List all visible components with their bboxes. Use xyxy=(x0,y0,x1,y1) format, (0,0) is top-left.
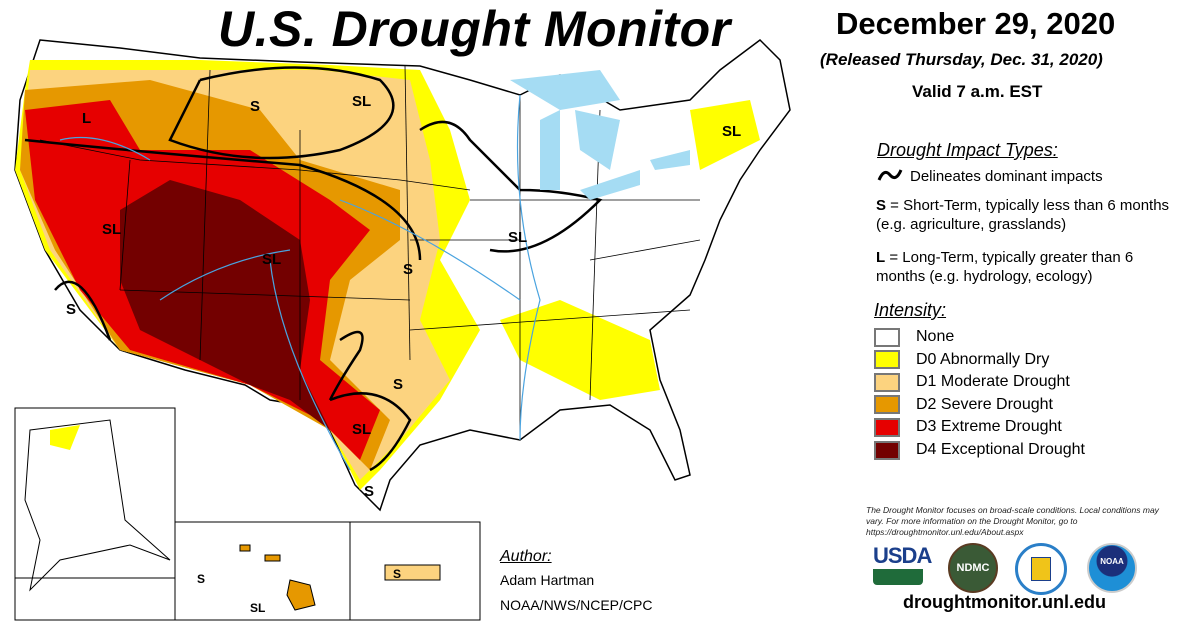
noaa-logo: NOAA xyxy=(1087,543,1137,593)
legend-label: D4 Exceptional Drought xyxy=(916,441,1085,458)
d4-area xyxy=(120,180,330,430)
legend-label: None xyxy=(916,328,955,345)
intensity-heading: Intensity: xyxy=(874,300,947,320)
legend-label: D1 Moderate Drought xyxy=(916,373,1070,391)
alaska-d0 xyxy=(50,425,80,450)
long-term-key: L xyxy=(876,249,886,266)
impact-label: S xyxy=(393,376,403,393)
legend-label: D0 Abnormally Dry xyxy=(916,350,1050,368)
valid-time: Valid 7 a.m. EST xyxy=(912,82,1043,101)
author-name: Adam Hartman xyxy=(500,572,595,588)
author-organization: NOAA/NWS/NCEP/CPC xyxy=(500,597,653,613)
alaska-inset xyxy=(14,407,176,621)
long-term-description: L = Long-Term, typically greater than 6 … xyxy=(876,248,1186,286)
impact-types-heading: Drought Impact Types: xyxy=(877,140,1058,160)
legend-label: D3 Extreme Drought xyxy=(916,418,1062,436)
map-title: U.S. Drought Monitor xyxy=(218,1,731,57)
great-lakes xyxy=(510,70,690,200)
state-borders xyxy=(39,65,701,440)
impact-labels: L S SL SL SL SL S SL S S SL S S SL S xyxy=(66,93,741,615)
usda-logo: USDA xyxy=(873,543,932,585)
delineation-line-icon xyxy=(877,169,903,181)
impact-label: SL xyxy=(102,221,121,238)
legend-item: D1 Moderate Drought xyxy=(874,371,1070,393)
short-term-text: = Short-Term, typically less than 6 mont… xyxy=(876,197,1170,233)
legend-item: D0 Abnormally Dry xyxy=(874,349,1049,371)
impact-label: S xyxy=(403,261,413,278)
usda-logo-text: USDA xyxy=(873,543,932,568)
disclaimer-note: The Drought Monitor focuses on broad-sca… xyxy=(866,505,1159,537)
ndmc-logo: NDMC xyxy=(948,543,998,593)
impact-label: SL xyxy=(508,229,527,246)
impact-label: L xyxy=(82,110,91,127)
impact-label: SL xyxy=(250,601,265,615)
legend-swatch xyxy=(874,350,900,370)
short-term-description: S = Short-Term, typically less than 6 mo… xyxy=(876,196,1186,234)
d0-east xyxy=(690,100,760,170)
legend-item: D2 Severe Drought xyxy=(874,394,1053,416)
short-term-key: S xyxy=(876,197,887,214)
legend-swatch xyxy=(874,440,900,460)
noaa-logo-text: NOAA xyxy=(1100,557,1124,566)
impact-label: S xyxy=(66,301,76,318)
legend-swatch xyxy=(874,417,900,437)
website-link[interactable]: droughtmonitor.unl.edu xyxy=(903,592,1106,612)
legend-swatch xyxy=(874,327,900,347)
map-date: December 29, 2020 xyxy=(836,6,1116,41)
hawaii-inset xyxy=(174,521,351,621)
conus-map xyxy=(14,39,791,512)
impact-label: SL xyxy=(352,421,371,438)
legend-item: D3 Extreme Drought xyxy=(874,416,1062,438)
legend-swatch xyxy=(874,372,900,392)
delineates-text: Delineates dominant impacts xyxy=(910,168,1103,185)
impact-label: SL xyxy=(352,93,371,110)
legend-swatch xyxy=(874,395,900,415)
impact-label: SL xyxy=(722,123,741,140)
d0-south xyxy=(500,300,660,400)
puerto-rico-inset xyxy=(349,521,481,621)
rivers xyxy=(59,94,541,471)
legend-label: D2 Severe Drought xyxy=(916,395,1053,413)
alaska-outline xyxy=(24,419,171,592)
impact-label: S xyxy=(197,572,205,586)
author-heading: Author: xyxy=(500,548,552,565)
legend-item: D4 Exceptional Drought xyxy=(874,439,1085,461)
long-term-text: = Long-Term, typically greater than 6 mo… xyxy=(876,249,1134,285)
impact-label: SL xyxy=(262,251,281,268)
ndmc-logo-text: NDMC xyxy=(956,562,990,574)
hawaii-islands xyxy=(239,544,316,611)
puerto-rico xyxy=(384,564,441,581)
impact-label: S xyxy=(250,98,260,115)
impact-label: S xyxy=(364,483,374,500)
impact-label: S xyxy=(393,567,401,581)
commerce-seal xyxy=(1015,543,1067,595)
release-date: (Released Thursday, Dec. 31, 2020) xyxy=(820,50,1103,69)
drought-map: L S SL SL SL SL S SL S S SL S S SL S xyxy=(14,39,791,621)
impact-boundaries xyxy=(24,66,603,472)
legend-item: None xyxy=(874,326,954,348)
